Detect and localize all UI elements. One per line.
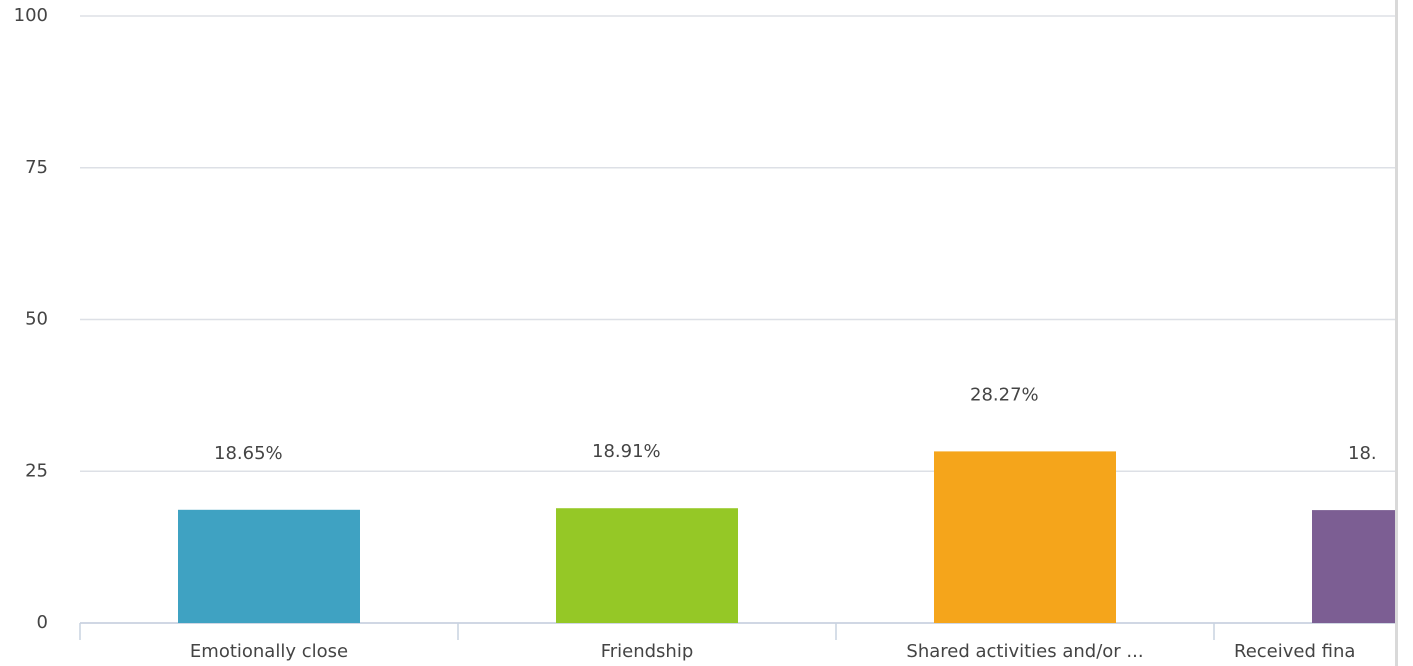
value-label: 18. bbox=[1348, 443, 1377, 464]
y-tick-label: 100 bbox=[14, 5, 48, 26]
bar bbox=[178, 509, 360, 623]
value-label: 28.27% bbox=[970, 384, 1039, 405]
x-tick-label: Received fina bbox=[1234, 641, 1355, 662]
bar bbox=[934, 451, 1116, 623]
bar bbox=[1312, 510, 1395, 623]
y-tick-label: 25 bbox=[25, 460, 48, 481]
x-tick-label: Friendship bbox=[601, 641, 694, 662]
x-tick-label: Shared activities and/or ... bbox=[906, 641, 1143, 662]
y-tick-label: 50 bbox=[25, 309, 48, 330]
y-tick-label: 75 bbox=[25, 157, 48, 178]
x-tick-label: Emotionally close bbox=[190, 641, 348, 662]
value-label: 18.91% bbox=[592, 441, 661, 462]
bar bbox=[556, 508, 738, 623]
plot-area: 0 25 50 75 100 Emotionally close 18.65% Friends… bbox=[14, 5, 1395, 662]
y-tick-label: 0 bbox=[37, 612, 48, 633]
value-label: 18.65% bbox=[214, 443, 283, 464]
panel-border bbox=[1395, 0, 1398, 666]
